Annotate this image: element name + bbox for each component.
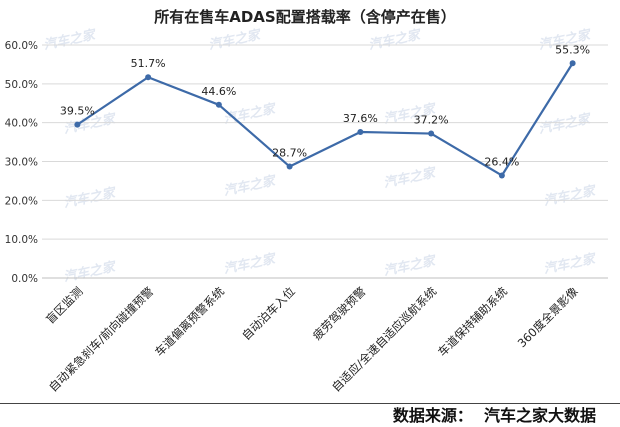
watermark-logo: 汽车之家	[222, 250, 278, 277]
chart-title: 所有在售车ADAS配置搭载率（含停产在售）	[154, 8, 455, 26]
watermark-logo: 汽车之家	[207, 26, 263, 53]
y-tick-label: 20.0%	[5, 195, 38, 207]
data-point	[215, 101, 222, 108]
x-category-label: 自动泊车入位	[239, 284, 298, 343]
data-label: 37.6%	[343, 112, 378, 125]
x-category-label: 车道偏离预警系统	[152, 284, 227, 359]
y-tick-label: 30.0%	[5, 157, 38, 169]
data-label: 26.4%	[484, 155, 519, 168]
x-category-label: 疲劳驾驶预警	[310, 284, 369, 343]
data-label: 44.6%	[201, 85, 236, 98]
data-label: 37.2%	[414, 114, 449, 127]
data-label: 51.7%	[131, 57, 166, 70]
watermark-logo: 汽车之家	[382, 252, 438, 279]
data-label: 28.7%	[272, 147, 307, 160]
data-point	[498, 172, 505, 179]
watermark-logo: 汽车之家	[222, 172, 278, 199]
data-point	[428, 130, 435, 137]
data-label: 55.3%	[555, 43, 590, 56]
watermark-logo: 汽车之家	[542, 182, 598, 209]
x-category-label: 360度全景影像	[515, 284, 581, 350]
x-category-label: 盲区监测	[43, 284, 85, 326]
y-tick-label: 40.0%	[5, 118, 38, 130]
source-note: 数据来源： 汽车之家大数据	[393, 406, 596, 425]
data-labels-layer: 39.5% 51.7% 44.6% 28.7% 37.6% 37.2% 26.4% 55.3%	[60, 43, 590, 168]
y-tick-label: 50.0%	[5, 79, 38, 91]
series-layer	[74, 60, 576, 179]
y-tick-label: 10.0%	[5, 234, 38, 246]
data-point	[569, 60, 576, 67]
watermark-logo: 汽车之家	[42, 26, 98, 53]
watermark-logo: 汽车之家	[367, 26, 423, 53]
grid-layer	[42, 44, 608, 279]
y-tick-label: 60.0%	[5, 40, 38, 52]
data-point	[357, 128, 364, 135]
x-category-label: 车道保持辅助系统	[435, 284, 510, 359]
data-point	[286, 163, 293, 170]
data-point	[145, 74, 152, 81]
watermark-logo: 汽车之家	[537, 110, 593, 137]
data-label: 39.5%	[60, 105, 95, 118]
watermark-logo: 汽车之家	[542, 250, 598, 277]
watermark-logo: 汽车之家	[62, 258, 118, 285]
watermark-logo: 汽车之家	[382, 164, 438, 191]
series-line	[76, 62, 574, 177]
watermark-logo: 汽车之家	[62, 184, 118, 211]
y-axis-ticks: 0.0% 10.0% 20.0% 30.0% 40.0% 50.0% 60.0%	[5, 40, 38, 285]
y-tick-label: 0.0%	[11, 273, 38, 285]
data-point	[74, 121, 81, 128]
